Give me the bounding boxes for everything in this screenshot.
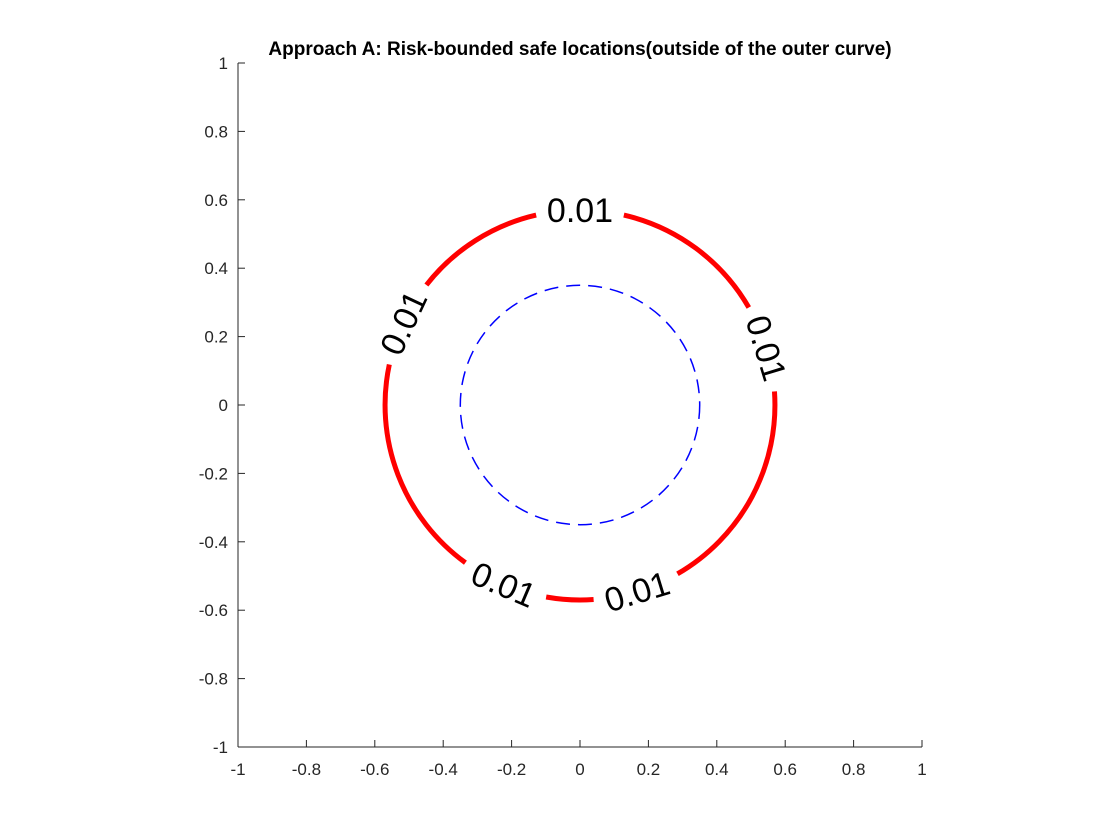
x-tick-label: -0.6 xyxy=(360,760,389,779)
x-tick-label: -0.2 xyxy=(497,760,526,779)
y-tick-label: 0.4 xyxy=(204,259,228,278)
plot-axes: -1 -0.8 -0.6 -0.4 -0.2 0 0.2 0.4 0.6 0.8 1 -1 -0.8 -0… xyxy=(199,54,927,779)
contour-level-label: 0.01 xyxy=(466,555,542,616)
plot-area xyxy=(382,212,778,603)
y-tick-label: -1 xyxy=(213,738,228,757)
y-tick-label: -0.8 xyxy=(199,670,228,689)
inner-dashed-circle xyxy=(459,284,701,526)
contour-arc xyxy=(676,391,778,576)
contour-arc xyxy=(424,212,537,287)
x-tick-label: -0.4 xyxy=(429,760,458,779)
x-tick-label: 1 xyxy=(917,760,926,779)
y-tick-label: 0.2 xyxy=(204,328,228,347)
contour-level-label: 0.01 xyxy=(373,285,435,361)
y-tick-label: 0 xyxy=(219,396,228,415)
contour-level-label: 0.01 xyxy=(600,565,674,621)
contour-arc xyxy=(382,363,467,565)
x-tick-label: -0.8 xyxy=(292,760,321,779)
contour-level-label: 0.01 xyxy=(738,311,794,385)
x-tick-label: 0.6 xyxy=(773,760,797,779)
y-tick-label: -0.2 xyxy=(199,464,228,483)
x-tick-label: -1 xyxy=(230,760,245,779)
y-tick-label: 0.6 xyxy=(204,191,228,210)
x-tick-label: 0.8 xyxy=(842,760,866,779)
contour-arc xyxy=(623,212,751,309)
x-tick-label: 0.2 xyxy=(637,760,661,779)
y-tick-label: -0.6 xyxy=(199,601,228,620)
contour-level-label: 0.01 xyxy=(547,192,613,230)
y-tick-label: 0.8 xyxy=(204,122,228,141)
x-tick-label: 0.4 xyxy=(705,760,729,779)
y-tick-label: 1 xyxy=(219,54,228,73)
y-tick-label: -0.4 xyxy=(199,533,228,552)
x-tick-label: 0 xyxy=(575,760,584,779)
chart-title: Approach A: Risk-bounded safe locations(… xyxy=(268,39,891,60)
contour-labels: 0.01 0.01 0.01 0.01 0.01 xyxy=(373,192,793,620)
contour-arc xyxy=(545,594,594,603)
